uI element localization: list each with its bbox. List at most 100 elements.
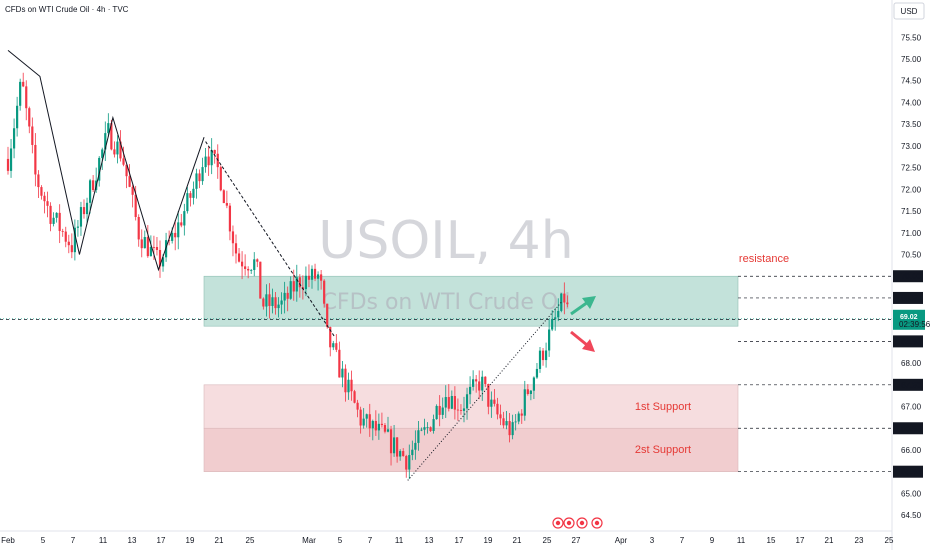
candle-body <box>204 156 207 168</box>
watermark: USOIL, 4h CFDs on WTI Crude Oil <box>318 211 573 315</box>
resistance-label: resistance <box>739 253 789 265</box>
candle-body <box>289 281 292 299</box>
y-tick-label: 70.00 <box>901 272 922 281</box>
support-2-label: 2st Support <box>635 444 691 456</box>
candle-body <box>180 222 183 226</box>
candle-body <box>34 144 37 175</box>
candle-body <box>198 173 201 182</box>
event-icon[interactable] <box>563 517 575 529</box>
candle-body <box>432 419 435 431</box>
candle-body <box>9 148 13 171</box>
price-levels <box>0 275 892 473</box>
candle-body <box>58 212 61 232</box>
candle-body <box>493 399 496 404</box>
x-tick-label: 21 <box>215 536 224 545</box>
candle-body <box>405 456 408 470</box>
watermark-symbol: USOIL, 4h <box>318 211 573 271</box>
candle-body <box>563 293 566 303</box>
candle-body <box>353 391 356 403</box>
candle-body <box>262 298 265 307</box>
currency-button[interactable]: USD <box>893 2 925 20</box>
candle-body <box>560 293 563 311</box>
candle-body <box>174 232 177 238</box>
candle-body <box>420 429 423 431</box>
candle-body <box>341 368 344 378</box>
candle-body <box>520 413 523 416</box>
candle-body <box>548 329 551 351</box>
support-1-label: 1st Support <box>635 401 691 413</box>
candle-body <box>392 437 396 454</box>
candle-body <box>49 205 52 224</box>
y-tick-label: 73.50 <box>901 120 922 129</box>
level-price-tag <box>893 270 923 283</box>
event-icon[interactable] <box>576 517 588 529</box>
level-price-tag <box>893 378 923 391</box>
x-tick-label: 7 <box>368 536 373 545</box>
candle-body <box>247 268 250 271</box>
candle-body <box>46 201 49 206</box>
level-price-tag <box>893 465 923 478</box>
chart-title: CFDs on WTI Crude Oil · 4h · TVC <box>5 5 129 14</box>
candle-body <box>502 418 505 426</box>
candle-body <box>399 451 402 457</box>
candle-body <box>444 397 447 408</box>
candle-body <box>271 297 274 306</box>
candle-body <box>465 394 469 409</box>
candle-body <box>307 275 311 280</box>
y-tick-label: 65.50 <box>901 468 922 477</box>
y-tick-label: 72.00 <box>901 185 922 194</box>
candle-body <box>514 421 517 423</box>
x-tick-label: 17 <box>157 536 166 545</box>
candle-body <box>481 376 484 391</box>
candle-body <box>152 247 156 248</box>
candle-body <box>402 451 405 457</box>
candle-body <box>6 158 10 171</box>
y-tick-label: 64.50 <box>901 511 922 520</box>
y-tick-label: 68.50 <box>901 337 922 346</box>
y-tick-label: 75.50 <box>901 33 922 42</box>
candle-body <box>423 427 426 430</box>
current-price-tag <box>893 309 925 330</box>
candle-body <box>417 430 420 443</box>
candle-body <box>298 277 301 288</box>
candle-body <box>326 303 329 327</box>
x-tick-label: 3 <box>650 536 655 545</box>
candle-body <box>329 326 332 348</box>
candle-body <box>16 105 19 129</box>
candle-body <box>478 381 481 391</box>
candle-body <box>12 128 16 149</box>
candle-body <box>168 240 171 241</box>
candle-body <box>256 259 259 262</box>
candle-body <box>532 377 536 391</box>
x-tick-label: 11 <box>737 536 746 545</box>
candle-body <box>228 205 232 232</box>
candle-body <box>161 257 165 267</box>
x-tick-label: 27 <box>572 536 581 545</box>
candle-body <box>505 421 508 426</box>
x-tick-label: 21 <box>513 536 522 545</box>
candle-body <box>313 268 317 279</box>
candle-body <box>240 261 244 267</box>
event-icon[interactable] <box>591 517 603 529</box>
candle-body <box>371 420 374 429</box>
zigzag-line <box>7 49 205 272</box>
candle-body <box>183 211 186 226</box>
candle-body <box>244 266 247 269</box>
candle-body <box>128 176 131 187</box>
candle-body <box>456 409 460 411</box>
candle-body <box>517 413 520 422</box>
candle-body <box>125 164 128 177</box>
candle-body <box>429 427 432 431</box>
x-tick-label: 21 <box>825 536 834 545</box>
candle-body <box>207 156 210 166</box>
x-tick-label: 25 <box>246 536 255 545</box>
candle-body <box>265 294 268 307</box>
candle-body <box>146 237 149 257</box>
candle-body <box>143 237 146 249</box>
candle-body <box>158 249 162 267</box>
event-icon[interactable] <box>552 517 564 529</box>
candle-body <box>76 226 80 228</box>
candle-body <box>459 410 463 411</box>
candle-body <box>523 389 526 416</box>
